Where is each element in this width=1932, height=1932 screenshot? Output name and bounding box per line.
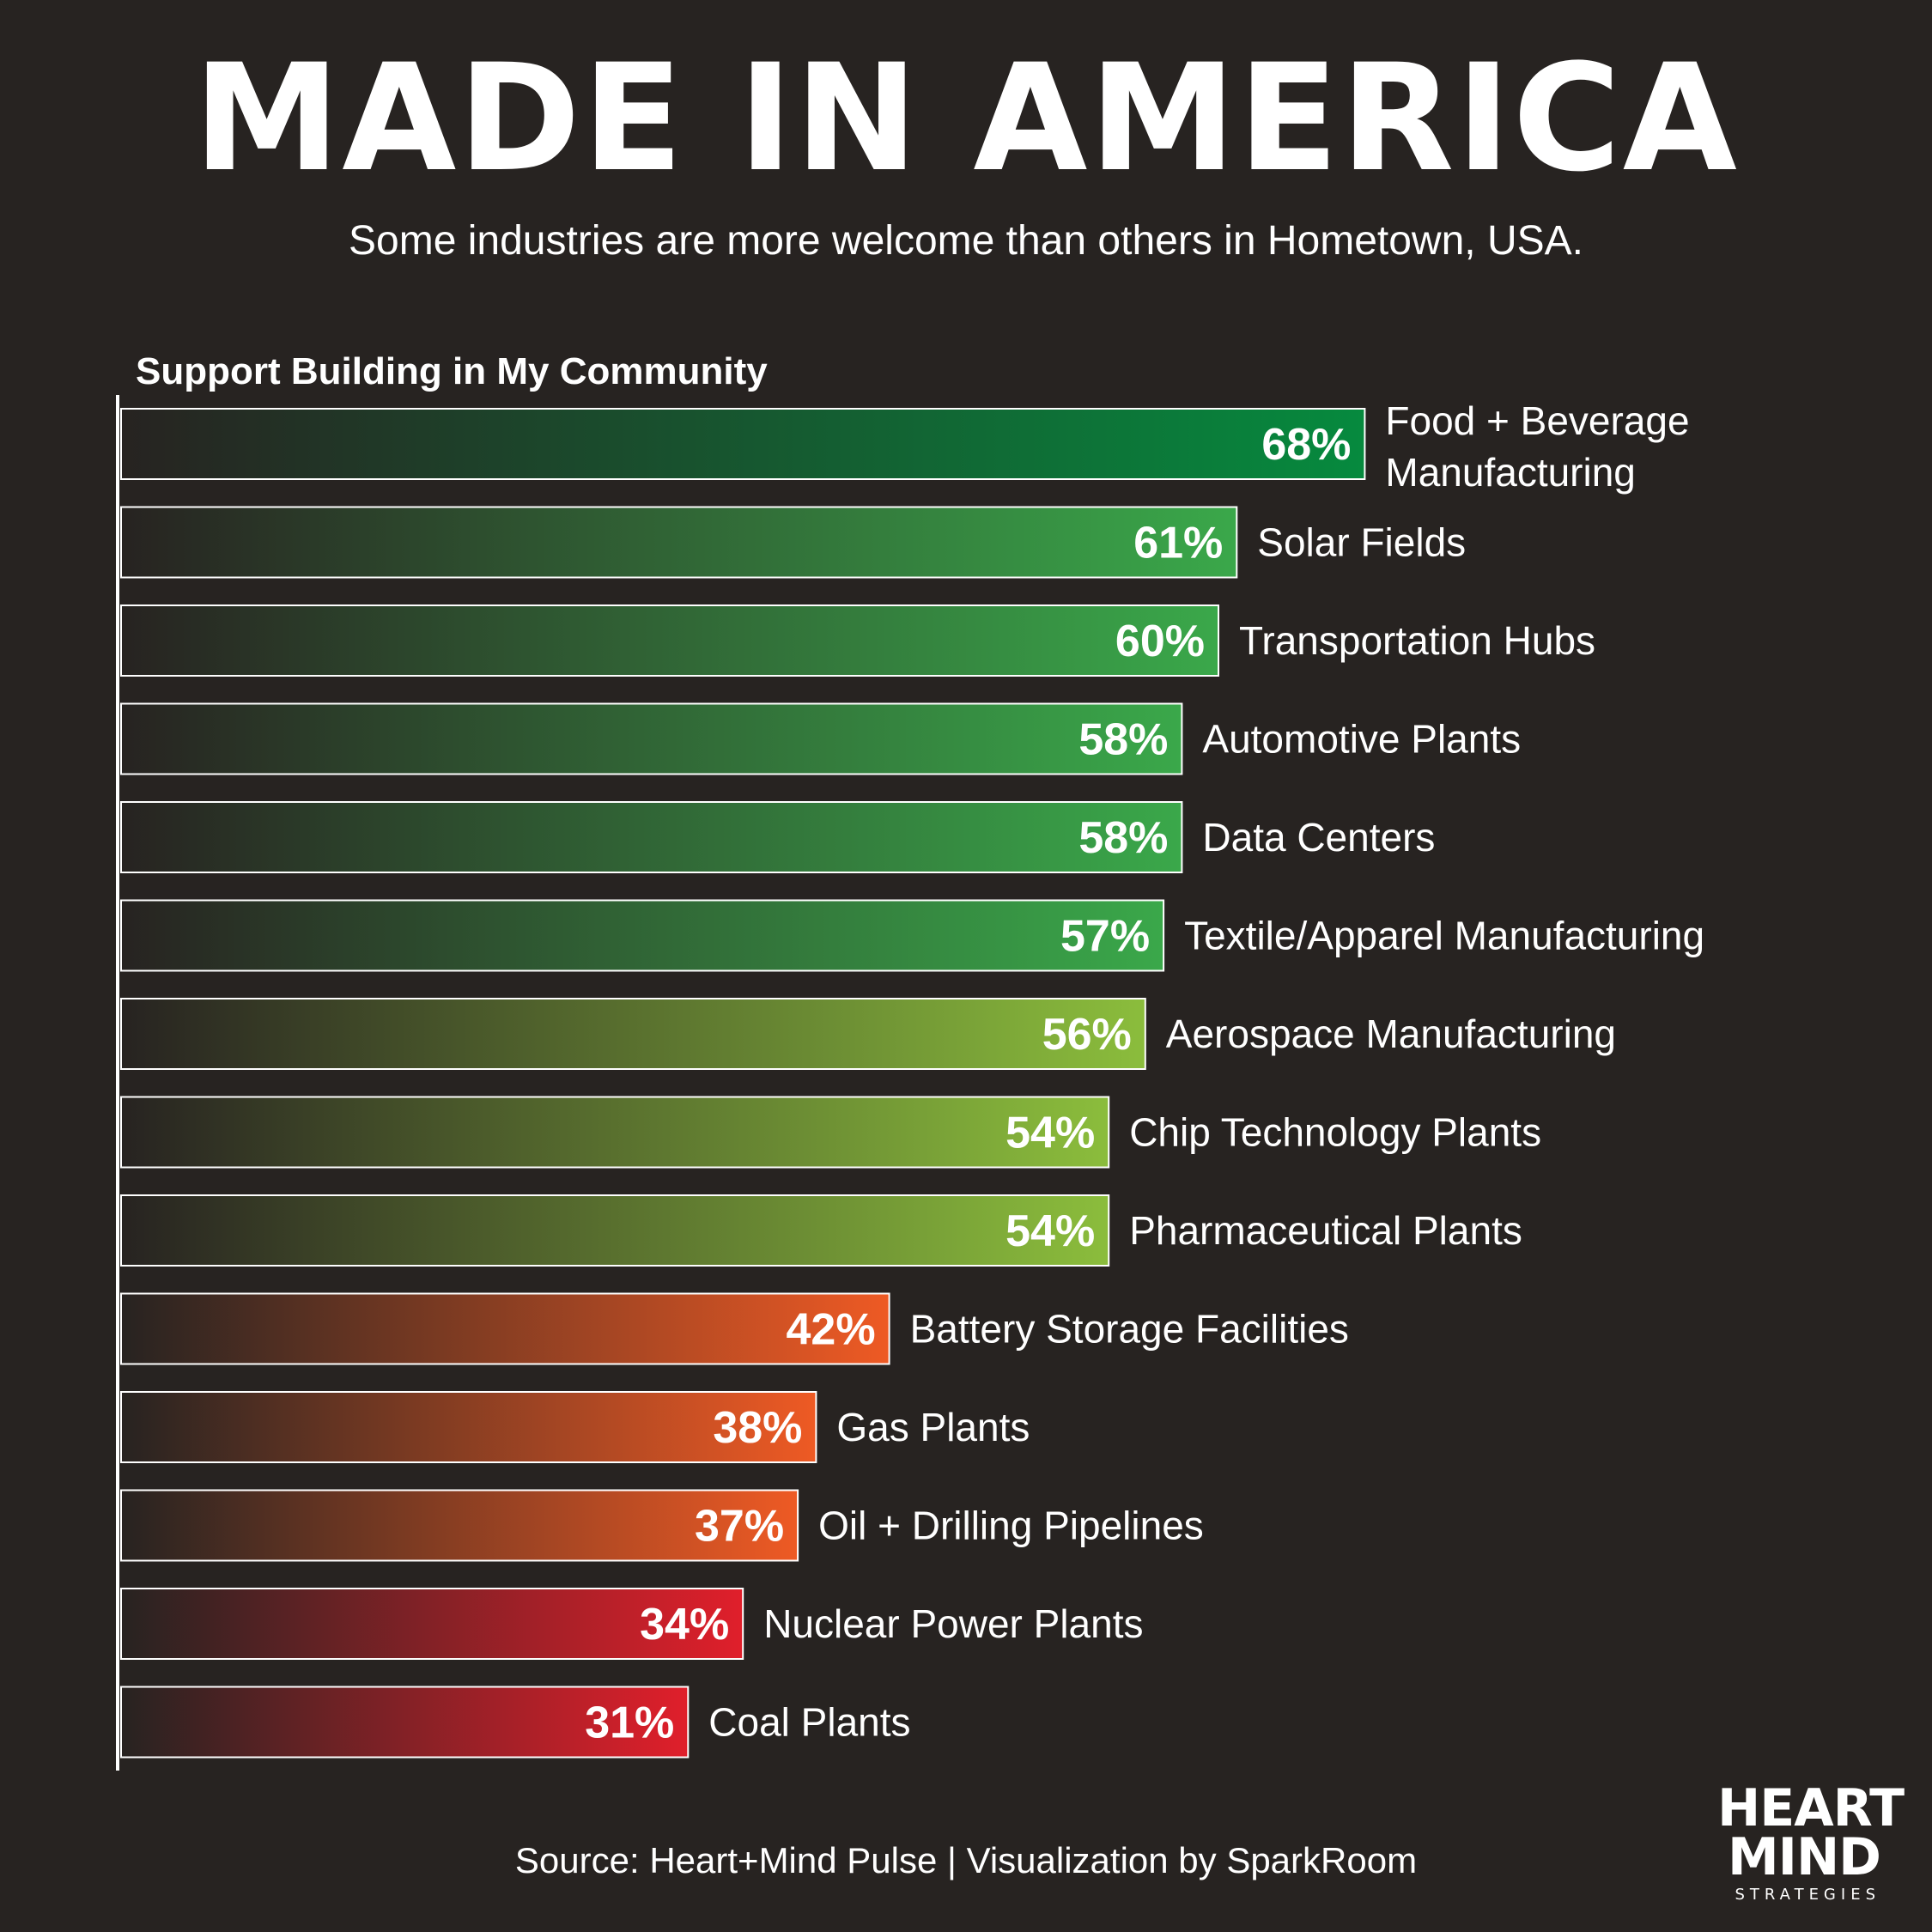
subtitle: Some industries are more welcome than ot… — [349, 218, 1583, 264]
bar-value-label-5: 57% — [1060, 912, 1150, 962]
bar-0 — [120, 408, 1366, 480]
bar-2 — [120, 605, 1219, 677]
bar-value-label-9: 42% — [787, 1305, 876, 1355]
bar-value-label-12: 34% — [640, 1600, 729, 1649]
bar-4 — [120, 801, 1183, 873]
category-label-6: Aerospace Manufacturing — [1166, 1012, 1616, 1056]
bar-13 — [120, 1686, 690, 1759]
category-label-1: Solar Fields — [1257, 520, 1466, 565]
bar-12 — [120, 1588, 744, 1660]
bar-8 — [120, 1194, 1110, 1267]
bar-11 — [120, 1489, 799, 1562]
logo-line-3: STRATEGIES — [1735, 1886, 1880, 1904]
category-label-10: Gas Plants — [836, 1405, 1030, 1449]
category-label-8: Pharmaceutical Plants — [1129, 1208, 1522, 1253]
category-label-2: Transportation Hubs — [1239, 618, 1595, 663]
bars-group: 68% Food + Beverage Manufacturing 61% Solar … — [120, 398, 1704, 1759]
category-label-13: Coal Plants — [708, 1700, 910, 1745]
source-credit: Source: Heart+Mind Pulse | Visualization… — [514, 1840, 1418, 1880]
bar-value-label-11: 37% — [695, 1502, 784, 1552]
bar-9 — [120, 1292, 890, 1365]
bar-value-label-3: 58% — [1078, 715, 1168, 765]
bar-value-label-8: 54% — [1005, 1206, 1095, 1256]
category-label-5: Textile/Apparel Manufacturing — [1184, 914, 1704, 958]
bar-10 — [120, 1391, 817, 1463]
bar-5 — [120, 899, 1165, 972]
bar-value-label-13: 31% — [585, 1698, 674, 1748]
bar-6 — [120, 998, 1146, 1070]
category-label-0: Food + Beverage Manufacturing — [1385, 398, 1689, 495]
category-label-4: Data Centers — [1202, 815, 1435, 860]
category-label-3: Automotive Plants — [1202, 717, 1521, 762]
bar-value-label-2: 60% — [1115, 617, 1205, 666]
chart-title: Support Building in My Community — [136, 350, 768, 392]
bar-value-label-4: 58% — [1078, 813, 1168, 863]
bar-3 — [120, 702, 1183, 775]
logo-line-2: MIND — [1727, 1827, 1881, 1887]
category-label-7: Chip Technology Plants — [1129, 1110, 1541, 1155]
category-label-9: Battery Storage Facilities — [910, 1307, 1349, 1352]
category-label-11: Oil + Drilling Pipelines — [818, 1504, 1204, 1548]
bar-value-label-10: 38% — [713, 1403, 802, 1453]
bar-value-label-1: 61% — [1133, 519, 1223, 568]
category-label-12: Nuclear Power Plants — [763, 1601, 1143, 1646]
bar-value-label-6: 56% — [1042, 1010, 1132, 1060]
logo-line-1: HEART — [1717, 1778, 1905, 1838]
bar-1 — [120, 506, 1238, 579]
bar-7 — [120, 1096, 1110, 1169]
heart-mind-logo: HEART MIND STRATEGIES — [1717, 1778, 1905, 1904]
page-title: MADE IN AMERICA — [193, 32, 1739, 204]
bar-value-label-0: 68% — [1261, 420, 1351, 470]
bar-value-label-7: 54% — [1005, 1109, 1095, 1158]
